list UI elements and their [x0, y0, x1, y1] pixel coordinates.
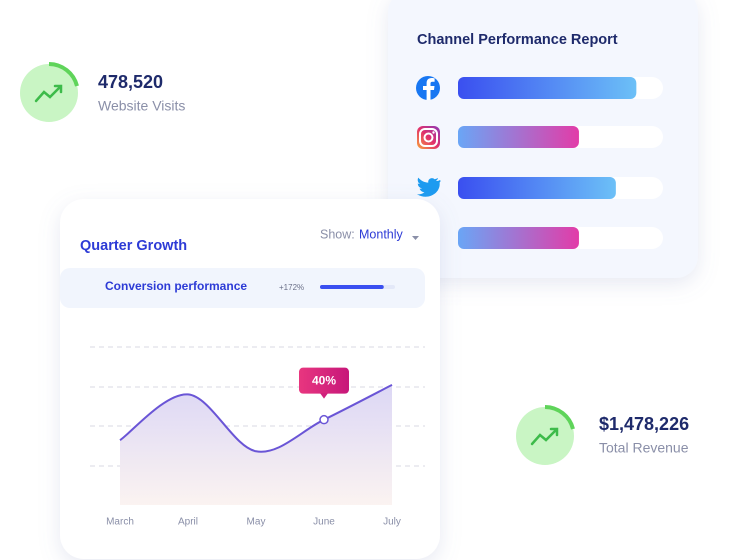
conversion-label: Conversion performance [105, 279, 247, 293]
show-value[interactable]: Monthly [359, 227, 404, 241]
x-tick-label: June [313, 517, 335, 528]
stat-ring-arc [544, 405, 575, 430]
channel-bar [458, 227, 579, 249]
stat-ring [516, 407, 574, 465]
conversion-change: +172% [279, 283, 304, 292]
channel-bar [458, 126, 579, 148]
line [119, 384, 393, 453]
stat-ring-arc [48, 62, 79, 87]
annotation: 40% [312, 373, 336, 387]
x-tick-label: March [106, 517, 134, 528]
x-tick-label: July [383, 517, 401, 528]
stat-value: 478,520 [98, 72, 163, 92]
x-tick-label: May [247, 517, 266, 528]
instagram-glyph [432, 131, 435, 134]
line-area [120, 384, 392, 505]
annotation-pointer [320, 393, 328, 399]
trend-icon [530, 427, 559, 446]
channel-bar [458, 77, 637, 99]
trend-icon [34, 84, 63, 103]
stat-label: Total Revenue [599, 440, 689, 456]
report-title: Channel Performance Report [417, 32, 618, 48]
conversion-bar [320, 285, 384, 289]
dropdown-caret[interactable] [412, 236, 419, 240]
conversion-row [60, 268, 425, 308]
annotation-tag [299, 367, 349, 394]
instagram-glyph [423, 132, 434, 143]
facebook-glyph [423, 78, 435, 100]
channel-bar [458, 177, 616, 199]
x-tick-label: April [178, 517, 198, 528]
instagram-glyph [419, 128, 438, 147]
stat-label: Website Visits [98, 98, 185, 114]
show-label: Show: [320, 227, 355, 241]
stat-value: $1,478,226 [599, 414, 689, 434]
twitter-icon [417, 177, 441, 197]
point [319, 414, 329, 425]
stat-ring [20, 64, 78, 122]
growth-title: Quarter Growth [80, 238, 187, 254]
